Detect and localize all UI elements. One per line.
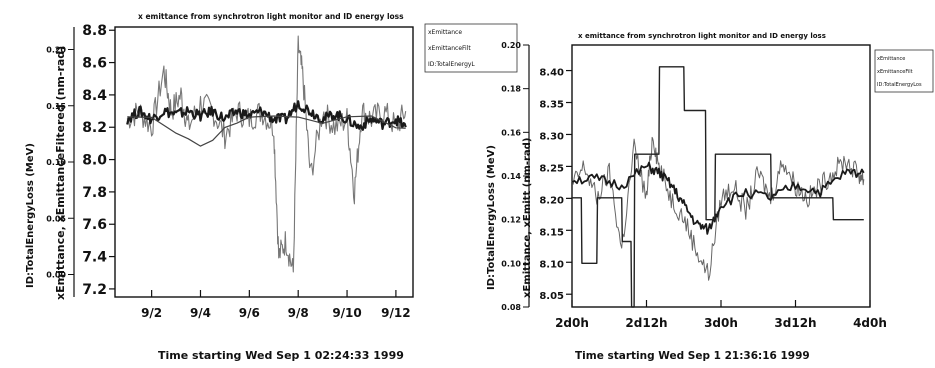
chart-1-plot-frame xyxy=(114,26,414,298)
left-axis-tick-label: 0.00 xyxy=(46,271,66,280)
right-axis-tick-label: 8.2 xyxy=(82,120,107,136)
series-line-xemittance xyxy=(126,35,407,273)
series-line-xemittance xyxy=(571,136,865,281)
chart-2-x-axis-label: Time starting Wed Sep 1 21:36:16 1999 xyxy=(575,350,810,362)
x-axis-tick-label: 3d12h xyxy=(774,316,816,330)
right-axis-tick-label: 8.0 xyxy=(82,153,107,169)
chart-2-right-axis-label: xEmittance, xEmitt (nm-rad) xyxy=(522,138,533,298)
x-axis-tick-label: 4d0h xyxy=(853,316,887,330)
series-line-idtotalenergyl xyxy=(127,115,406,147)
left-axis-tick-label: 0.18 xyxy=(501,85,521,94)
right-axis-tick-label: 8.40 xyxy=(539,68,564,79)
chart-right: x emittance from synchrotron light monit… xyxy=(486,32,934,362)
right-axis-tick-label: 8.20 xyxy=(539,195,564,206)
x-axis-tick-label: 9/12 xyxy=(381,306,410,320)
chart-2-ticks: 0.08 0.10 0.12 0.14 0.16 0.18 0.20 8.05 8.10 8.15… xyxy=(501,41,887,330)
x-axis-tick-label: 2d0h xyxy=(555,316,589,330)
left-axis-tick-label: 0.15 xyxy=(46,102,66,111)
chart-left: x emittance from synchrotron light monit… xyxy=(25,12,518,362)
chart-1-legend-item: ID:TotalEnergyL xyxy=(428,61,475,68)
right-axis-tick-label: 8.8 xyxy=(82,23,107,39)
right-axis-tick-label: 7.2 xyxy=(82,282,107,298)
chart-2-legend-item: ID:TotalEnergyLos xyxy=(877,82,922,88)
x-axis-tick-label: 9/10 xyxy=(332,306,361,320)
left-axis-tick-label: 0.10 xyxy=(46,158,66,167)
right-axis-tick-label: 8.25 xyxy=(539,163,564,174)
right-axis-tick-label: 7.6 xyxy=(82,217,107,233)
right-axis-tick-label: 8.6 xyxy=(82,56,107,72)
series-line-idtotalenergylos xyxy=(572,66,864,308)
chart-1-legend-item: xEmittance xyxy=(428,29,462,36)
x-axis-tick-label: 9/4 xyxy=(190,306,211,320)
chart-2-series xyxy=(571,66,865,308)
left-axis-tick-label: 0.10 xyxy=(501,259,521,268)
right-axis-tick-label: 7.4 xyxy=(82,250,107,266)
left-axis-tick-label: 0.16 xyxy=(501,128,521,137)
chart-2-legend-box xyxy=(874,49,934,93)
chart-1-ticks: 0.00 0.05 0.10 0.15 0.20 7.2 7.4 7.6 7.8 8.0 8.2 8.… xyxy=(46,23,410,320)
chart-1-series xyxy=(126,35,407,273)
x-axis-tick-label: 3d0h xyxy=(704,316,738,330)
x-axis-tick-label: 9/2 xyxy=(141,306,162,320)
right-axis-tick-label: 8.05 xyxy=(539,291,564,302)
chart-1-title: x emittance from synchrotron light monit… xyxy=(138,12,404,21)
chart-1-legend-box xyxy=(424,23,518,73)
left-axis-tick-label: 0.20 xyxy=(501,41,521,50)
x-axis-tick-label: 9/8 xyxy=(288,306,309,320)
right-axis-tick-label: 8.10 xyxy=(539,259,564,270)
chart-2-left-axis-label: ID:TotalEnergyLoss (MeV) xyxy=(486,145,497,290)
chart-2-legend-item: xEmittance xyxy=(877,56,905,62)
left-axis-tick-label: 0.05 xyxy=(46,214,66,223)
right-axis-tick-label: 8.30 xyxy=(539,131,564,142)
chart-1-x-axis-label: Time starting Wed Sep 1 02:24:33 1999 xyxy=(158,349,404,362)
left-axis-tick-label: 0.12 xyxy=(501,216,521,225)
left-axis-tick-label: 0.20 xyxy=(46,46,66,55)
right-axis-tick-label: 8.35 xyxy=(539,100,564,111)
chart-2-title: x emittance from synchrotron light monit… xyxy=(578,32,826,40)
right-axis-tick-label: 8.15 xyxy=(539,227,564,238)
left-axis-tick-label: 0.08 xyxy=(501,303,521,312)
left-axis-tick-label: 0.14 xyxy=(501,172,521,181)
chart-1-legend-item: xEmittanceFilt xyxy=(428,45,471,52)
chart-2-legend-item: xEmittanceFilt xyxy=(877,69,913,75)
right-axis-tick-label: 8.4 xyxy=(82,88,107,104)
chart-1-right-axis-label: xEmittance, xEmittanceFiltered (nm-rad) xyxy=(54,46,67,300)
x-axis-tick-label: 9/6 xyxy=(239,306,260,320)
right-axis-tick-label: 7.8 xyxy=(82,185,107,201)
x-axis-tick-label: 2d12h xyxy=(625,316,667,330)
chart-1-left-axis-label: ID:TotalEnergyLoss (MeV) xyxy=(25,143,36,288)
chart-2-plot-frame xyxy=(571,44,871,308)
